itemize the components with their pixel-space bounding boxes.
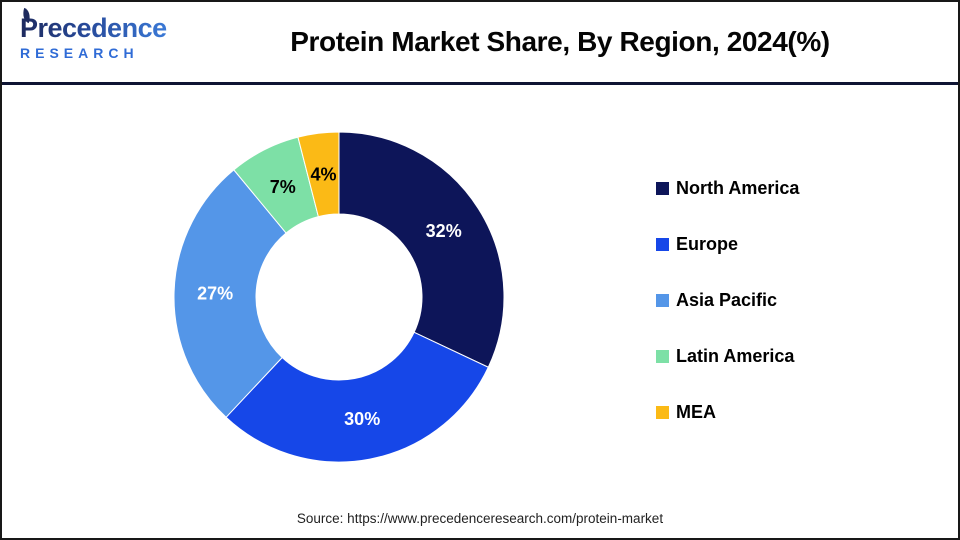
source-text: Source: https://www.precedenceresearch.c…: [296, 511, 664, 526]
legend-swatch-europe: [656, 237, 669, 251]
legend: North America Europe Asia Pacific Latin Ame…: [656, 177, 800, 459]
legend-label-latin-america: Latin America: [676, 345, 795, 366]
donut-chart: 32% 30% 27% 7% 4%: [173, 131, 505, 463]
donut-slice-mea: [297, 131, 340, 218]
brand-logo: Precedence RESEARCH: [20, 7, 170, 62]
legend-label-europe: Europe: [676, 233, 739, 254]
donut-slice-north-america: [338, 131, 505, 368]
legend-item-mea: MEA: [656, 401, 799, 422]
legend-item-europe: Europe: [656, 233, 799, 254]
legend-swatch-asia-pacific: [656, 293, 669, 307]
brand-subname: RESEARCH: [20, 45, 139, 62]
legend-item-latin-america: Latin America: [656, 345, 799, 366]
donut-slice-europe: [225, 331, 489, 463]
page-title: Protein Market Share, By Region, 2024(%): [290, 26, 830, 57]
header: Precedence RESEARCH Protein Market Share…: [2, 2, 958, 85]
legend-swatch-latin-america: [656, 349, 669, 363]
legend-label-north-america: North America: [676, 177, 800, 198]
legend-item-asia-pacific: Asia Pacific: [656, 289, 799, 310]
legend-label-asia-pacific: Asia Pacific: [676, 289, 778, 310]
slice-label-latin-america: 7%: [270, 177, 296, 197]
slice-label-asia-pacific: 27%: [197, 283, 233, 303]
legend-swatch-north-america: [656, 181, 669, 195]
slice-label-north-america: 32%: [426, 221, 462, 241]
donut-slice-asia-pacific: [173, 169, 287, 418]
legend-label-mea: MEA: [676, 401, 716, 422]
legend-swatch-mea: [656, 405, 669, 419]
brand-name: Precedence: [20, 14, 170, 43]
slice-label-mea: 4%: [310, 164, 336, 184]
slice-label-europe: 30%: [344, 409, 380, 429]
legend-item-north-america: North America: [656, 177, 800, 198]
